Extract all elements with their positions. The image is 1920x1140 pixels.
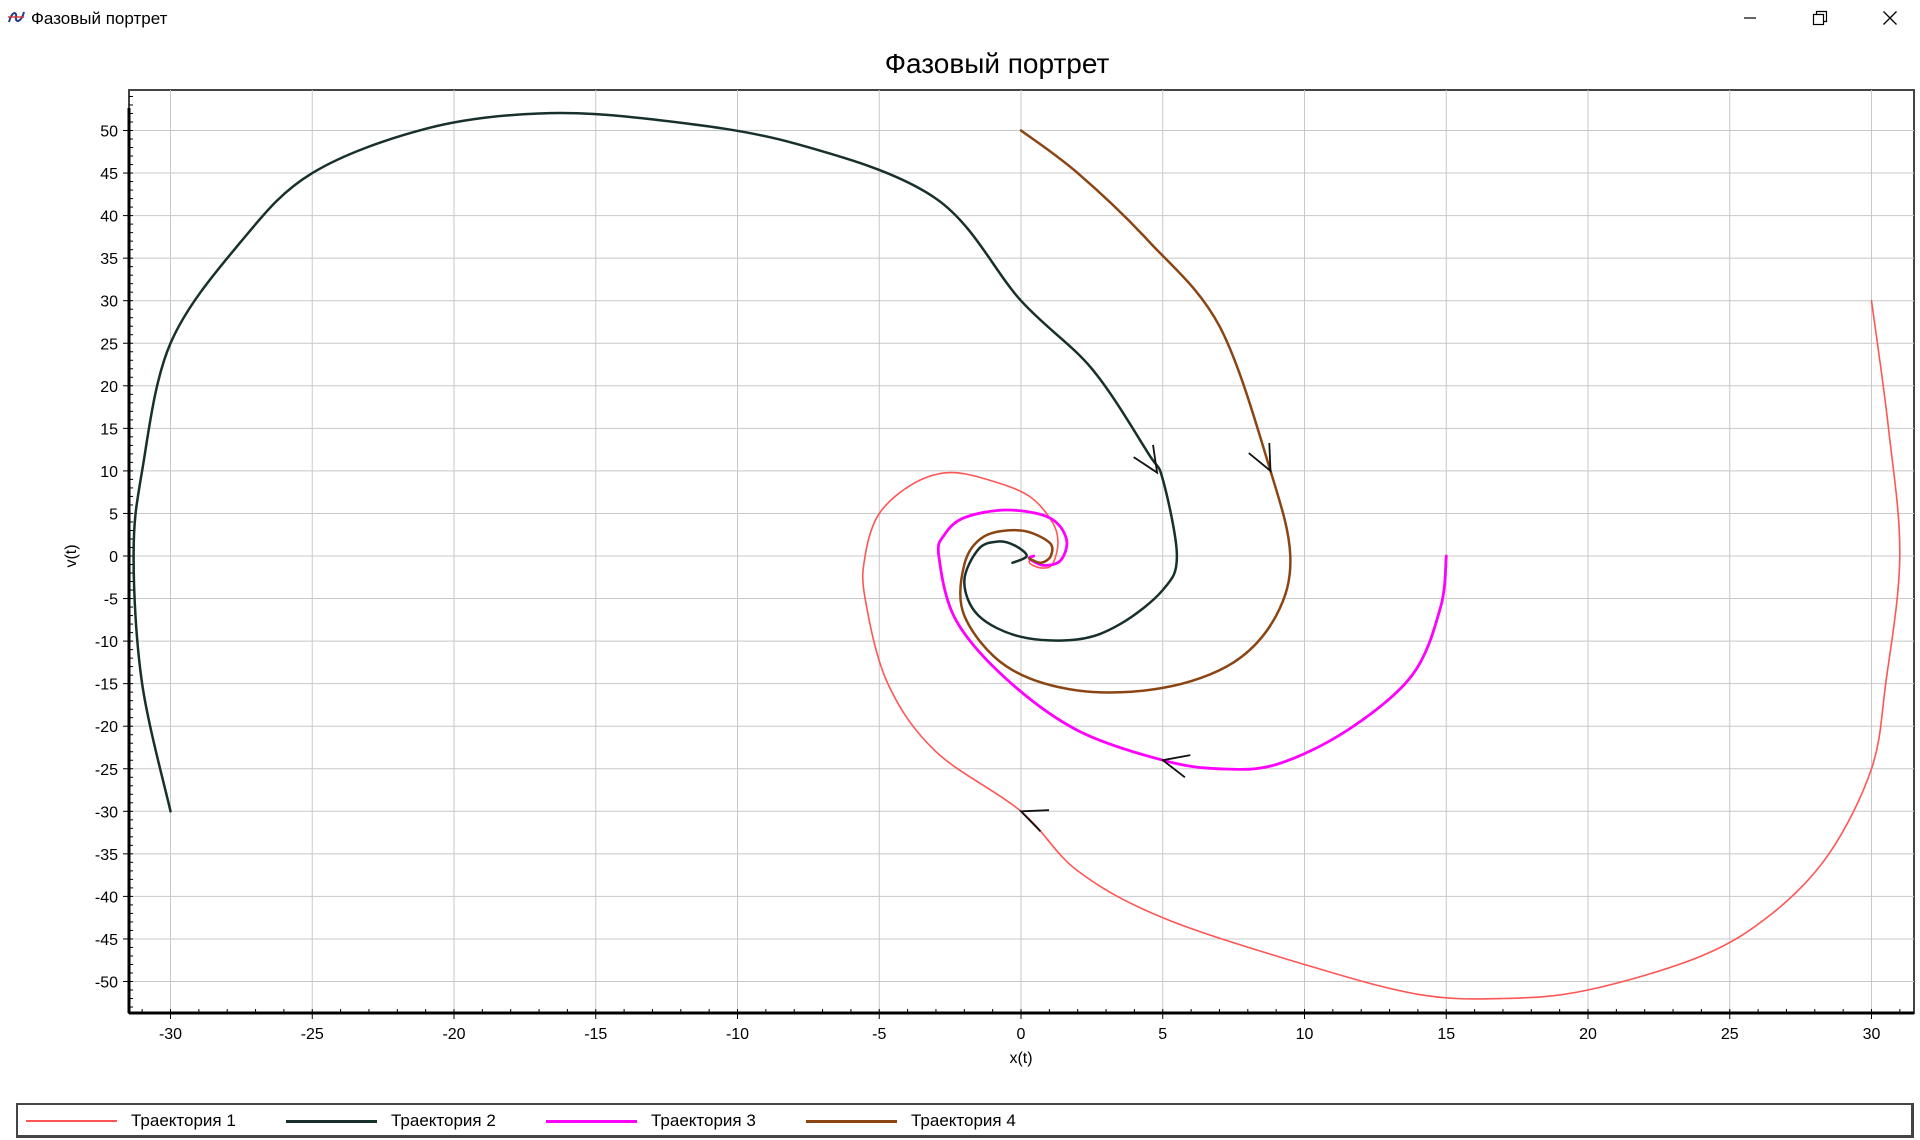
y-tick-label: 30 xyxy=(100,294,118,311)
y-tick-label: -15 xyxy=(95,677,118,694)
chart-title: Фазовый портрет xyxy=(884,48,1110,79)
legend: Траектория 1 Траектория 2 Траектория 3 Трае… xyxy=(16,1103,1914,1138)
direction-arrow-2 xyxy=(1133,444,1159,475)
legend-label: Траектория 3 xyxy=(651,1111,756,1130)
x-tick-label: 25 xyxy=(1721,1026,1739,1043)
y-tick-label: -35 xyxy=(95,847,118,864)
x-tick-label: 30 xyxy=(1863,1026,1881,1043)
grid xyxy=(129,90,1914,1013)
series-line-4 xyxy=(959,129,1292,694)
x-tick-label: 5 xyxy=(1158,1026,1167,1043)
y-tick-labels: 50454035302520151050-5-10-15-20-25-30-35… xyxy=(95,124,129,992)
minimize-icon[interactable] xyxy=(1722,0,1778,36)
x-tick-label: -10 xyxy=(726,1026,749,1043)
legend-swatch xyxy=(806,1119,897,1123)
legend-label: Траектория 1 xyxy=(131,1111,236,1130)
y-tick-label: 40 xyxy=(100,209,118,226)
x-tick-label: -15 xyxy=(584,1026,607,1043)
y-tick-label: -45 xyxy=(95,932,118,949)
x-tick-label: 20 xyxy=(1579,1026,1597,1043)
legend-item-1: Траектория 1 xyxy=(26,1105,236,1137)
x-tick-label: -30 xyxy=(159,1026,182,1043)
legend-item-2: Траектория 2 xyxy=(286,1105,496,1137)
restore-icon[interactable] xyxy=(1792,0,1848,36)
legend-item-4: Траектория 4 xyxy=(806,1105,1016,1137)
direction-arrows xyxy=(1018,442,1272,833)
y-tick-label: -20 xyxy=(95,719,118,736)
series-line-2 xyxy=(132,111,1179,813)
series-line-1 xyxy=(861,299,1901,1000)
direction-arrow-1 xyxy=(1018,809,1050,833)
direction-arrow-4 xyxy=(1248,442,1272,473)
y-tick-label: -25 xyxy=(95,762,118,779)
window-title: Фазовый портрет xyxy=(31,9,168,28)
y-tick-label: 15 xyxy=(100,421,118,438)
y-tick-label: -30 xyxy=(95,804,118,821)
y-tick-label: -50 xyxy=(95,975,118,992)
x-tick-label: 10 xyxy=(1296,1026,1314,1043)
legend-label: Траектория 2 xyxy=(391,1111,496,1130)
x-tick-label: -25 xyxy=(301,1026,324,1043)
y-tick-label: 50 xyxy=(100,124,118,141)
x-tick-label: -20 xyxy=(442,1026,465,1043)
close-icon[interactable] xyxy=(1862,0,1918,36)
x-tick-label: 0 xyxy=(1017,1026,1026,1043)
y-tick-label: 10 xyxy=(100,464,118,481)
x-axis-label: x(t) xyxy=(1009,1050,1032,1067)
x-tick-label: -5 xyxy=(872,1026,886,1043)
legend-swatch xyxy=(26,1120,117,1122)
window-titlebar: Фазовый портрет xyxy=(0,0,1920,36)
direction-arrow-3 xyxy=(1160,754,1191,779)
y-tick-label: 35 xyxy=(100,251,118,268)
y-tick-label: 45 xyxy=(100,166,118,183)
y-tick-label: 20 xyxy=(100,379,118,396)
series-line-3 xyxy=(936,508,1448,771)
phase-portrait-app-icon xyxy=(6,9,26,25)
y-tick-label: 0 xyxy=(109,549,118,566)
y-tick-label: -40 xyxy=(95,889,118,906)
legend-swatch xyxy=(286,1119,377,1123)
y-tick-label: -10 xyxy=(95,634,118,651)
y-tick-label: 25 xyxy=(100,336,118,353)
y-axis-label: v(t) xyxy=(63,544,80,567)
legend-item-3: Траектория 3 xyxy=(546,1105,756,1137)
x-tick-labels: -30 -25 -20 -15 -10 -5 0 5 10 15 20 25 30 xyxy=(159,1013,1881,1043)
y-tick-label: -5 xyxy=(104,592,118,609)
x-tick-label: 15 xyxy=(1437,1026,1455,1043)
legend-swatch xyxy=(546,1119,637,1123)
series-lines xyxy=(132,111,1901,1000)
legend-label: Траектория 4 xyxy=(911,1111,1016,1130)
y-tick-label: 5 xyxy=(109,506,118,523)
